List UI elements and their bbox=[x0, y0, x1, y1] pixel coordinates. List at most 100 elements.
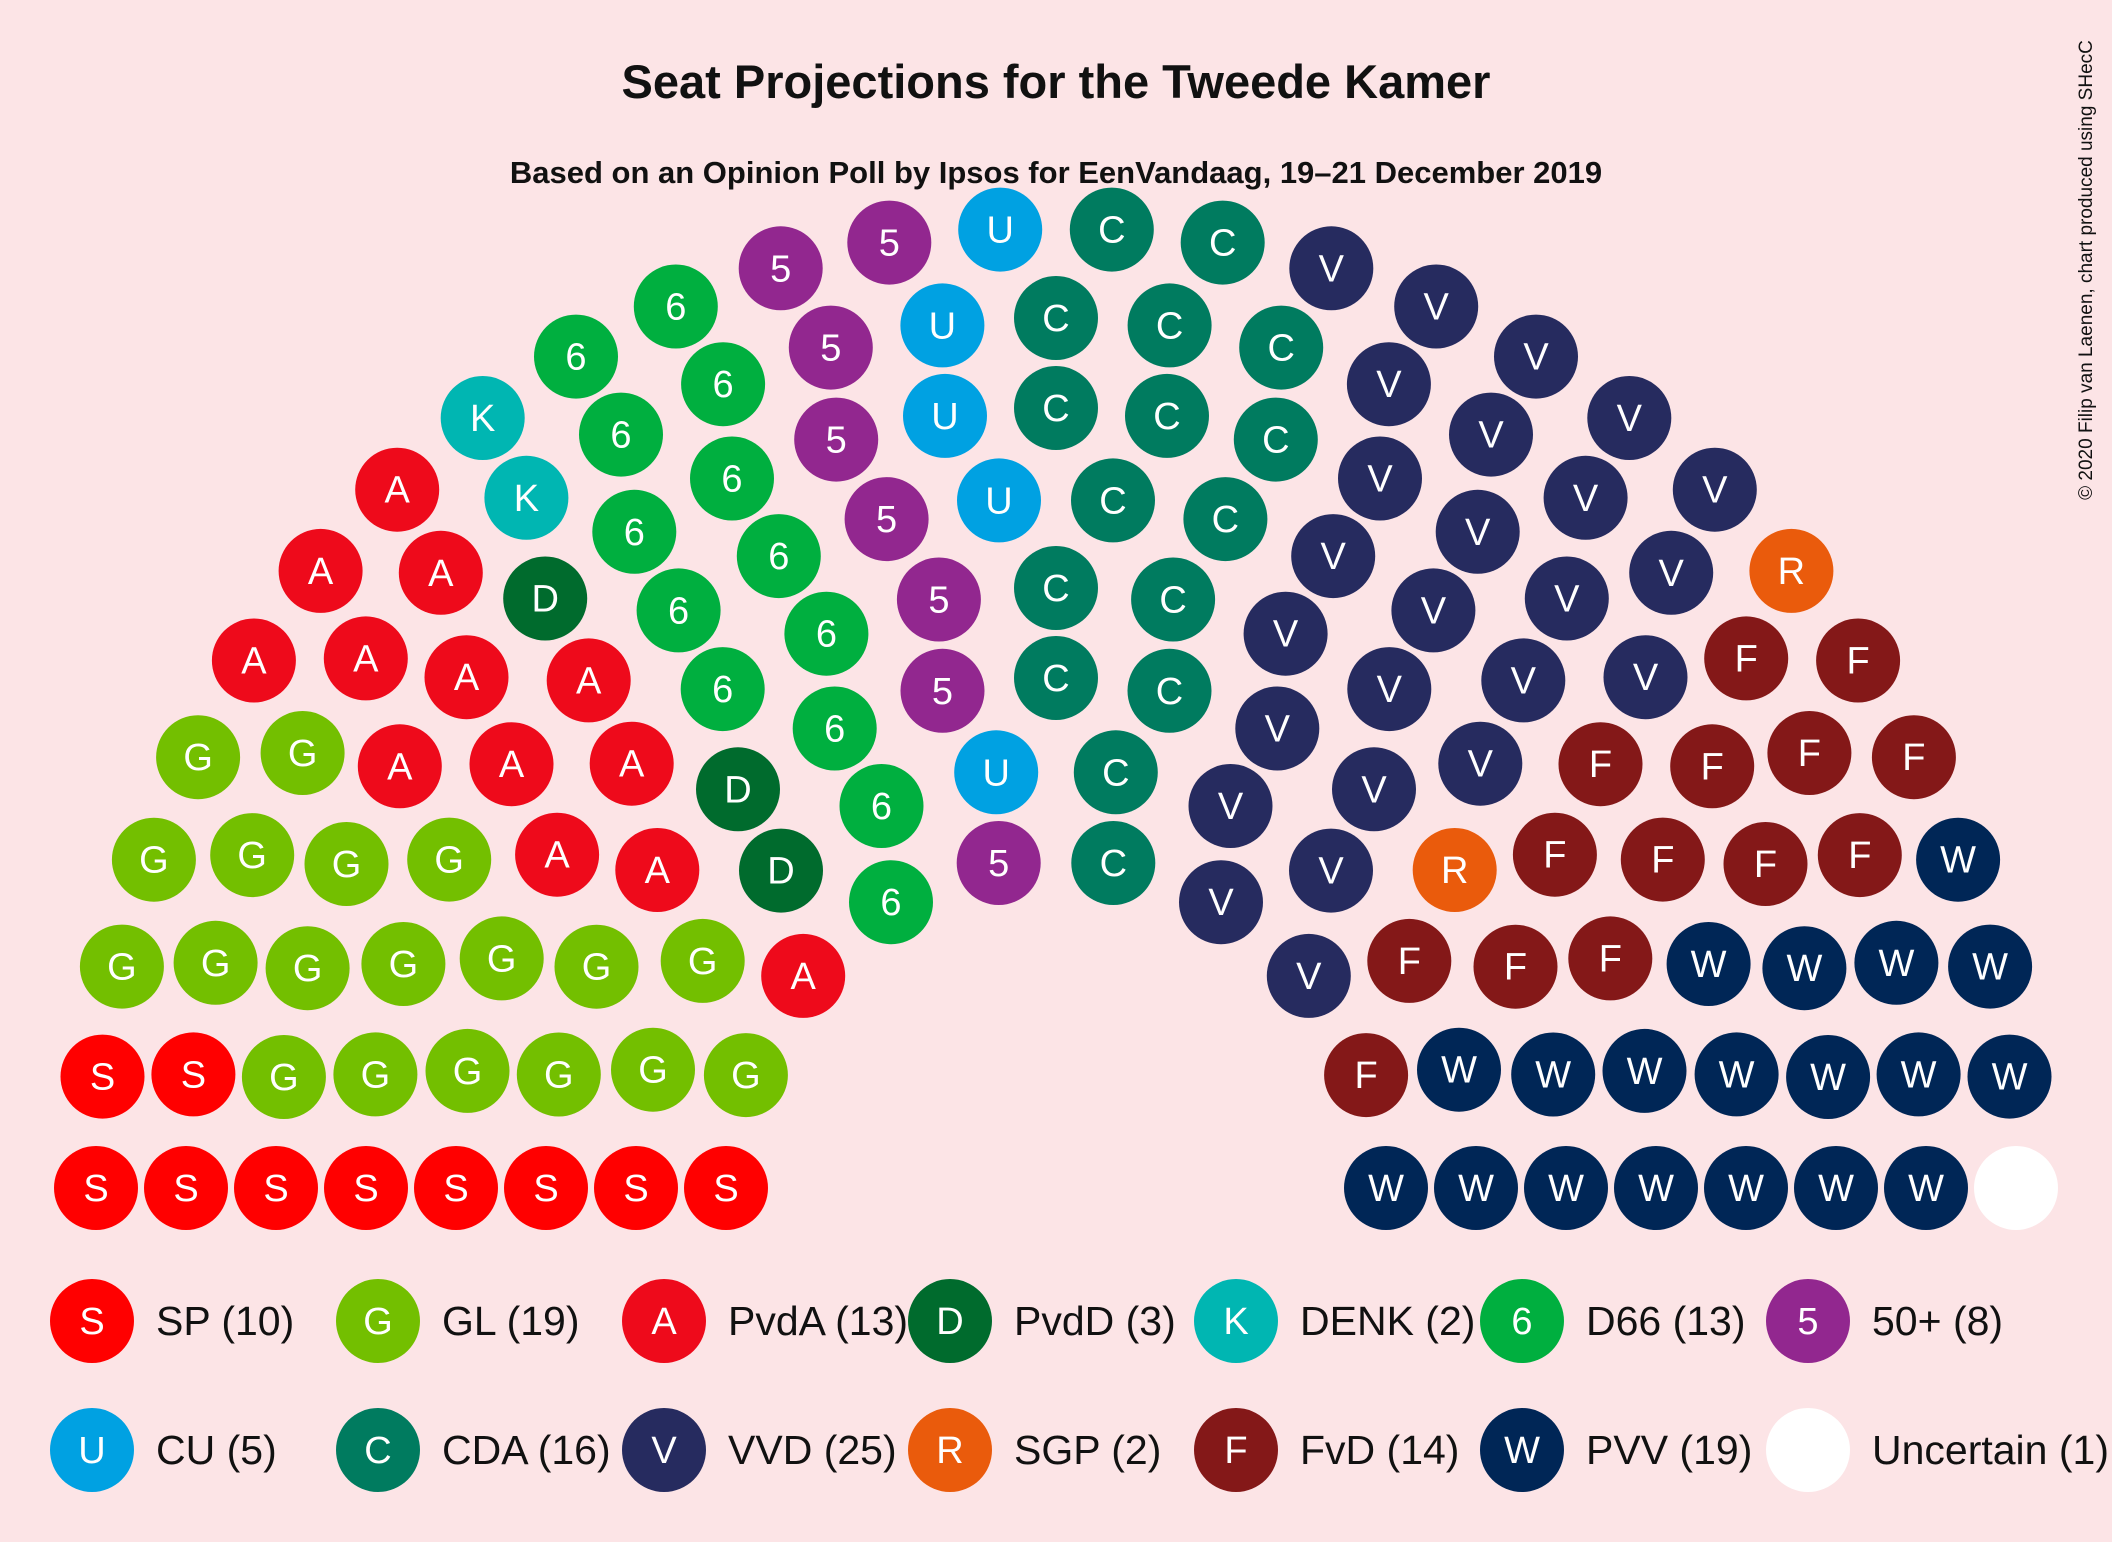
seat-letter: 5 bbox=[928, 580, 949, 622]
seat-circle bbox=[1871, 715, 1956, 800]
seat-circle bbox=[1974, 1146, 2058, 1230]
seat-vvd: V bbox=[1332, 747, 1416, 832]
seat-cu: U bbox=[903, 373, 987, 458]
legend-item-sp: S SP (10) bbox=[50, 1279, 294, 1363]
legend-swatch bbox=[908, 1408, 992, 1492]
seat-circle bbox=[680, 647, 765, 732]
seat-circle bbox=[1344, 1146, 1428, 1230]
seat-pvda: A bbox=[278, 528, 363, 613]
seat-letter: 6 bbox=[668, 590, 689, 632]
seat-letter: G bbox=[638, 1050, 668, 1092]
seat-fvd: F bbox=[1816, 618, 1901, 703]
seat-letter: C bbox=[1042, 658, 1069, 700]
seat-letter: 5 bbox=[932, 671, 953, 713]
seat-letter: C bbox=[1212, 499, 1239, 541]
legend-item-d66: 6 D66 (13) bbox=[1480, 1279, 1746, 1363]
seat-sp: S bbox=[151, 1032, 236, 1117]
seat-letter: A bbox=[544, 835, 570, 877]
legend-swatch-letter: F bbox=[1224, 1430, 1247, 1472]
seat-cda: C bbox=[1014, 366, 1098, 450]
seat-circle bbox=[690, 436, 774, 521]
seat-circle bbox=[414, 1146, 498, 1230]
seat-circle bbox=[1394, 264, 1479, 349]
seat-d66: 6 bbox=[839, 764, 924, 848]
seat-letter: S bbox=[263, 1168, 288, 1210]
seat-circle bbox=[260, 711, 345, 795]
legend-label: PVV (19) bbox=[1586, 1427, 1752, 1473]
seat-pvv: W bbox=[1967, 1034, 2052, 1119]
seat-circle bbox=[738, 226, 823, 311]
seat-gl: G bbox=[425, 1028, 510, 1113]
legend-label: FvD (14) bbox=[1300, 1427, 1459, 1473]
seat-letter: F bbox=[1848, 835, 1871, 877]
seat-circle bbox=[1014, 546, 1098, 630]
seat-gl: G bbox=[265, 926, 350, 1011]
seat-letter: 6 bbox=[768, 536, 789, 578]
seat-cda: C bbox=[1014, 636, 1098, 720]
seat-circle bbox=[1494, 314, 1578, 399]
seat-letter: W bbox=[1441, 1050, 1477, 1092]
legend-label: CU (5) bbox=[156, 1427, 277, 1473]
seat-letter: A bbox=[385, 470, 411, 512]
seat-circle bbox=[684, 1146, 768, 1230]
seat-circle bbox=[1672, 447, 1757, 532]
seat-circle bbox=[459, 916, 544, 1001]
seat-circle bbox=[1243, 591, 1328, 676]
seat-sp: S bbox=[234, 1146, 318, 1230]
seat-cda: C bbox=[1071, 458, 1155, 543]
seat-circle bbox=[1291, 514, 1376, 599]
seat-circle bbox=[1131, 557, 1216, 642]
seat-letter: A bbox=[645, 850, 671, 892]
seat-vvd: V bbox=[1235, 686, 1320, 771]
seat-vvd: V bbox=[1346, 342, 1431, 427]
seat-circle bbox=[1332, 747, 1416, 832]
seat-letter: C bbox=[1042, 568, 1069, 610]
seat-pvda: A bbox=[398, 530, 483, 615]
seat-letter: C bbox=[1102, 752, 1129, 794]
seat-circle bbox=[1324, 1033, 1409, 1118]
seat-circle bbox=[1558, 722, 1643, 807]
seat-circle bbox=[515, 812, 600, 897]
seat-letter: G bbox=[389, 944, 419, 986]
seat-circle bbox=[1289, 828, 1373, 913]
seat-letter: C bbox=[1156, 305, 1183, 347]
seat-vvd: V bbox=[1438, 721, 1523, 806]
seat-pvdd: D bbox=[503, 556, 588, 641]
seat-letter: 5 bbox=[876, 499, 897, 541]
seat-vvd: V bbox=[1672, 447, 1757, 532]
seat-letter: W bbox=[1368, 1168, 1404, 1210]
seat-circle bbox=[1524, 556, 1609, 641]
seat-pvv: W bbox=[1916, 817, 2001, 902]
seat-sp: S bbox=[54, 1146, 138, 1230]
legend-swatch bbox=[1194, 1279, 1278, 1363]
seat-pvv: W bbox=[1666, 922, 1751, 1006]
seat-fvd: F bbox=[1871, 715, 1956, 800]
seat-circle bbox=[1180, 200, 1265, 285]
seat-letter: 6 bbox=[816, 614, 837, 656]
seat-circle bbox=[440, 376, 525, 460]
legend-item-sgp: R SGP (2) bbox=[908, 1408, 1161, 1492]
seat-gl: G bbox=[459, 916, 544, 1001]
seat-50-: 5 bbox=[956, 821, 1041, 905]
seat-letter: G bbox=[731, 1055, 761, 1097]
seat-letter: V bbox=[1376, 364, 1402, 406]
seat-letter: S bbox=[83, 1168, 108, 1210]
seat-vvd: V bbox=[1243, 591, 1328, 676]
seat-circle bbox=[1543, 455, 1628, 540]
seat-circle bbox=[469, 722, 554, 807]
seat-sp: S bbox=[144, 1146, 228, 1230]
seat-letter: G bbox=[269, 1057, 299, 1099]
legend-swatch-letter: R bbox=[936, 1430, 963, 1472]
seat-letter: G bbox=[183, 737, 213, 779]
seat-letter: G bbox=[582, 947, 612, 989]
seat-letter: F bbox=[1701, 746, 1724, 788]
seat-letter: C bbox=[1262, 420, 1289, 462]
seat-circle bbox=[546, 638, 631, 723]
seat-letter: G bbox=[487, 938, 517, 980]
seat-pvv: W bbox=[1694, 1032, 1779, 1117]
seat-d66: 6 bbox=[784, 591, 869, 676]
seat-circle bbox=[761, 933, 846, 1018]
seat-50-: 5 bbox=[788, 305, 873, 390]
seat-circle bbox=[1127, 648, 1212, 733]
